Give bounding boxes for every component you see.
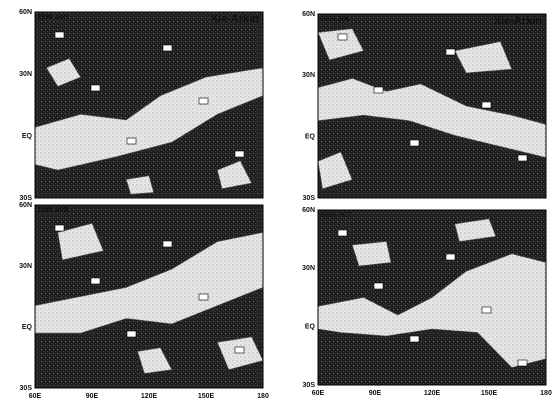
latitude-label: EQ (305, 324, 316, 331)
precip-region (351, 241, 392, 267)
precip-region (217, 160, 253, 190)
contour-label (409, 335, 420, 343)
contour-label (198, 293, 209, 301)
contour-label (54, 224, 65, 232)
map-frame (317, 13, 547, 199)
latitude-label: 30S (20, 385, 33, 392)
contour-label (198, 97, 209, 105)
precip-region (125, 175, 154, 195)
map-panel: 1998 JUL Xie-Arkin 60N 30N EQ 30S (302, 11, 547, 202)
longitude-label: 150E (198, 393, 215, 400)
precip-region (317, 151, 353, 190)
latitude-label: 30S (303, 382, 316, 389)
contour-label (234, 150, 245, 158)
contour-label (337, 229, 348, 237)
contour-label (481, 306, 492, 314)
panel-title: 1998 JUL (320, 16, 351, 23)
latitude-label: EQ (22, 133, 33, 140)
longitude-label: 150E (481, 390, 498, 397)
precip-region (454, 218, 497, 242)
longitude-label: 180 (257, 393, 269, 400)
contour-label (517, 359, 528, 367)
contour-label (445, 48, 456, 56)
contour-label (445, 253, 456, 261)
longitude-label: 60E (312, 390, 325, 397)
latitude-label: 30S (20, 195, 33, 202)
latitude-label: EQ (305, 134, 316, 141)
latitude-label: 60N (19, 202, 32, 209)
contour-label (337, 33, 348, 41)
contour-label (373, 86, 384, 94)
precip-region (454, 41, 513, 74)
latitude-label: 30N (302, 265, 315, 272)
contour-label (373, 282, 384, 290)
longitude-label: 90E (86, 393, 99, 400)
contour-label (234, 346, 245, 354)
precip-region (137, 347, 173, 374)
longitude-label: 90E (369, 390, 382, 397)
precip-region (317, 28, 365, 61)
map-panel: 1998 JAN Xie-Arkin 60N 30N EQ 30S (19, 9, 264, 202)
contour-label (409, 139, 420, 147)
latitude-label: EQ (22, 324, 33, 331)
contour-label (126, 137, 137, 145)
contour-label (90, 277, 101, 285)
longitude-label: 180 (540, 390, 552, 397)
map-frame (34, 11, 264, 199)
latitude-label: 30S (303, 195, 316, 202)
latitude-label: 60N (302, 11, 315, 18)
panel-title: 1998 JAN (37, 14, 69, 21)
map-frame (317, 209, 547, 386)
contour-label (517, 154, 528, 162)
latitude-label: 30N (19, 263, 32, 270)
latitude-label: 60N (302, 207, 315, 214)
contour-label (162, 240, 173, 248)
data-source: Xie-Arkin (494, 15, 543, 27)
longitude-label: 60E (29, 393, 42, 400)
data-source: Xie-Arkin (211, 13, 260, 25)
contour-label (481, 101, 492, 109)
contour-label (54, 31, 65, 39)
contour-label (162, 44, 173, 52)
contour-label (90, 84, 101, 92)
latitude-label: 30N (302, 72, 315, 79)
latitude-label: 30N (19, 71, 32, 78)
latitude-label: 60N (19, 9, 32, 16)
longitude-label: 120E (424, 390, 441, 397)
precip-region (45, 58, 82, 87)
map-frame (34, 204, 264, 389)
contour-label (126, 330, 137, 338)
longitude-label: 120E (141, 393, 158, 400)
panel-title: 1998 OCT (320, 212, 353, 219)
panel-title: 1998 APR (37, 207, 69, 214)
precip-region (57, 222, 104, 261)
